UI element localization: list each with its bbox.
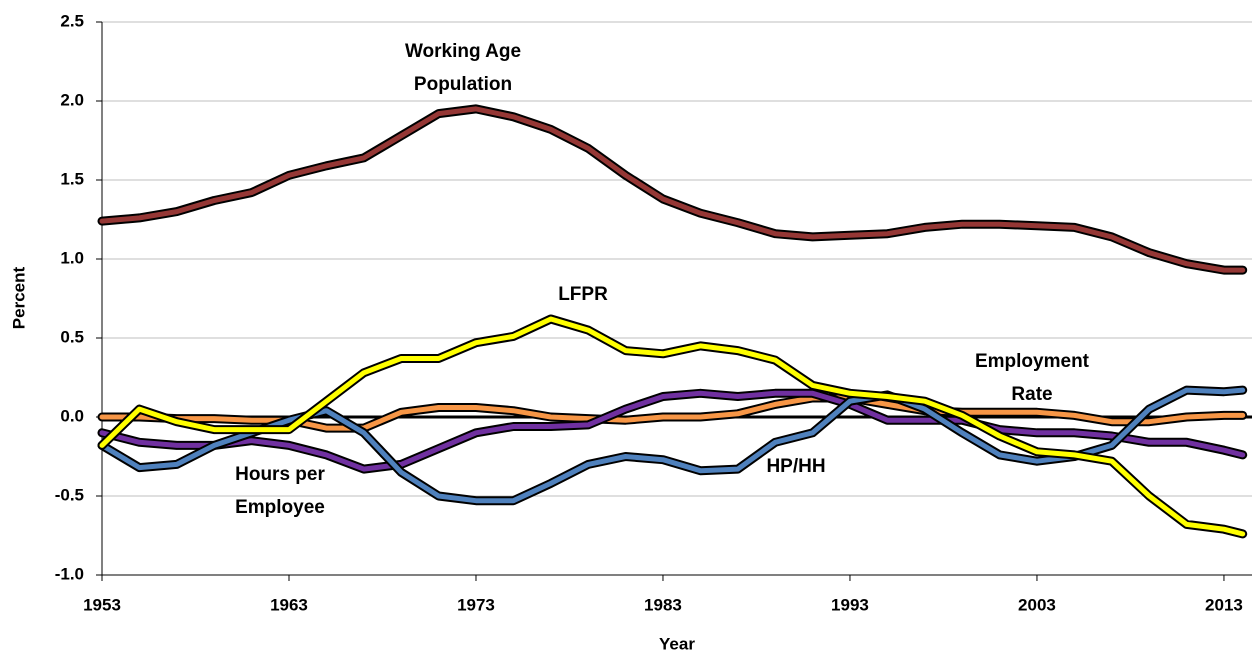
y-tick-label: 2.5 xyxy=(60,11,84,30)
annotation: Population xyxy=(414,74,512,95)
x-tick-label: 1993 xyxy=(831,595,869,614)
y-tick-label: 1.0 xyxy=(60,248,84,267)
line xyxy=(99,316,1246,537)
x-tick-label: 1973 xyxy=(457,595,495,614)
annotation: Hours per xyxy=(235,464,325,485)
y-tick-label: 0.0 xyxy=(60,406,84,425)
annotation: LFPR xyxy=(558,284,608,305)
y-tick-label: 2.0 xyxy=(60,90,84,109)
x-axis-title: Year xyxy=(659,634,695,653)
annotation: Employee xyxy=(235,497,325,518)
annotation: HP/HH xyxy=(766,456,825,477)
x-tick-label: 1953 xyxy=(83,595,121,614)
annotation: Rate xyxy=(1011,384,1052,405)
line xyxy=(99,390,1246,472)
annotation: Working Age xyxy=(405,41,521,62)
line xyxy=(99,106,1246,273)
y-tick-label: -0.5 xyxy=(55,485,84,504)
x-tick-label: 2013 xyxy=(1205,595,1243,614)
y-tick-label: -1.0 xyxy=(55,564,84,583)
x-tick-label: 2003 xyxy=(1018,595,1056,614)
x-tick-label: 1983 xyxy=(644,595,682,614)
y-tick-label: 1.5 xyxy=(60,169,84,188)
line-outline xyxy=(97,104,1248,275)
x-tick-label: 1963 xyxy=(270,595,308,614)
annotation: Employment xyxy=(975,351,1090,372)
y-axis-title: Percent xyxy=(9,266,28,329)
y-tick-label: 0.5 xyxy=(60,327,84,346)
